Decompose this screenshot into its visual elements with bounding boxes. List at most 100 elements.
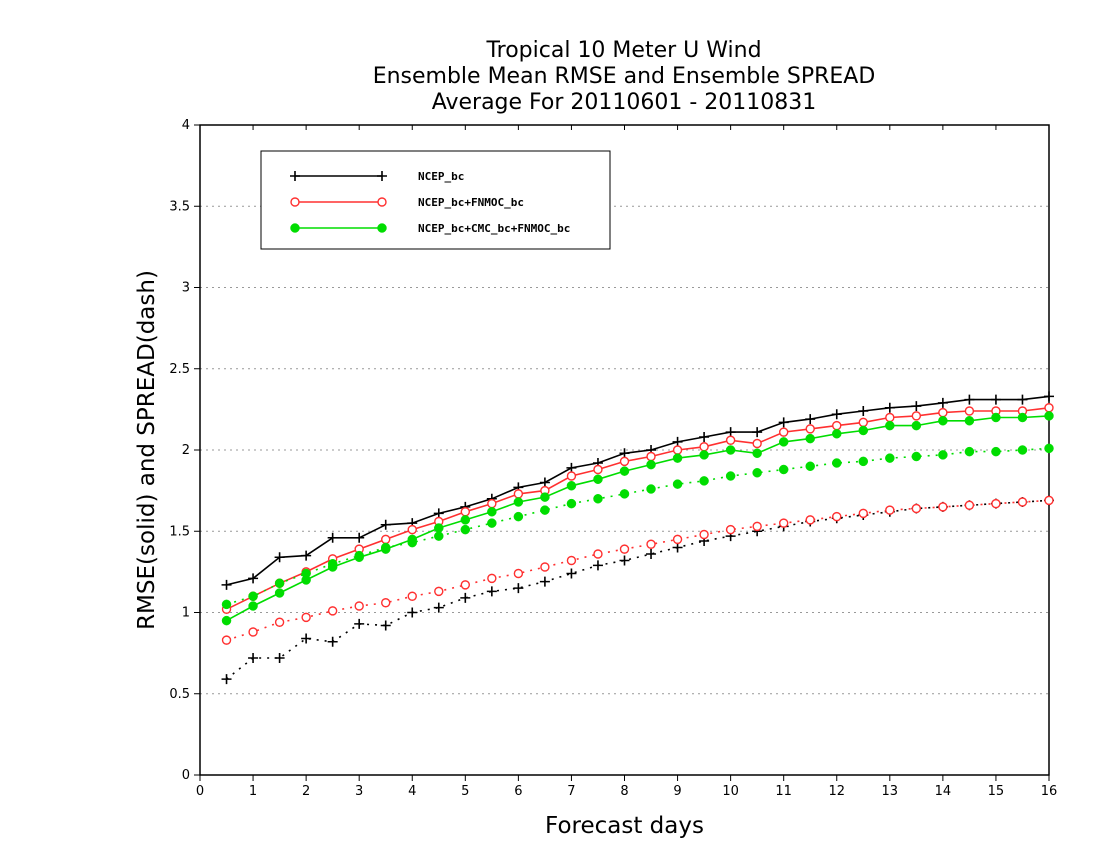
data-point-spread [327,606,338,616]
data-point-rmse [725,427,736,438]
data-point-spread [752,468,762,478]
data-point-rmse [938,407,948,418]
data-point-rmse [1044,391,1054,402]
data-point-rmse [805,414,816,425]
data-point-rmse [434,523,444,533]
y-tick-label: 1 [182,606,190,621]
data-point-spread [832,511,842,522]
data-point-rmse [407,524,417,535]
data-point-rmse [858,417,868,428]
legend-label: NCEP_bc+CMC_bc+FNMOC_bc [418,222,570,235]
legend-label: NCEP_bc+FNMOC_bc [418,196,524,209]
data-point-spread [911,451,922,462]
data-point-spread [513,511,524,522]
x-tick-label: 1 [249,784,257,799]
data-point-spread [725,471,736,481]
legend-marker [377,171,387,181]
data-point-spread [646,539,656,549]
data-point-rmse [274,588,285,598]
x-tick-label: 7 [567,784,575,799]
data-point-rmse [752,448,762,458]
chart-title-line-2: Ensemble Mean RMSE and Ensemble SPREAD [372,64,876,89]
data-point-rmse [699,442,709,452]
data-point-rmse [805,424,815,434]
data-point-spread [938,450,948,460]
x-tick-label: 14 [935,784,952,799]
data-point-spread [540,562,550,572]
data-point-spread [1017,497,1028,507]
data-point-spread [991,446,1001,457]
data-point-rmse [805,433,815,444]
data-point-rmse [248,601,258,611]
data-point-spread [593,494,603,504]
axis-ticks: 00.511.522.533.540 1 2 3 4 5 6 7 8 9 10 11 12 13 14 15 1… [169,118,1057,799]
x-tick-label: 11 [775,784,792,799]
data-point-spread [593,549,603,559]
data-point-rmse [778,437,789,447]
data-point-spread [885,453,895,463]
data-point-spread [327,636,338,647]
x-tick-label: 6 [514,784,522,799]
data-point-rmse [911,420,922,431]
data-point-rmse [274,552,285,563]
data-point-rmse [646,459,656,470]
series-2-rmse [221,411,1054,626]
data-point-spread [858,508,868,519]
series-line-spread [226,447,1050,606]
y-tick-label: 2.5 [169,362,190,377]
series-line-spread [226,499,1050,680]
data-point-rmse [885,420,895,431]
data-point-rmse [460,515,471,525]
data-point-rmse [380,544,391,554]
data-point-rmse [354,552,364,562]
data-point-spread [301,633,312,644]
data-point-spread [274,653,285,663]
data-point-rmse [566,462,577,473]
data-point-rmse [593,464,603,475]
data-point-rmse [964,406,975,416]
data-point-spread [407,591,417,601]
data-point-rmse [327,532,338,543]
data-point-rmse [964,394,975,405]
data-point-rmse [221,615,232,626]
data-point-spread [221,674,232,685]
data-point-spread [646,484,656,494]
data-point-spread [858,456,869,467]
x-axis-label: Forecast days [545,813,704,839]
data-point-rmse [832,420,842,431]
series-1-spread [221,495,1054,645]
data-point-spread [354,601,364,611]
data-point-spread [964,500,975,510]
data-point-rmse [540,492,550,502]
data-point-spread [460,580,471,590]
data-point-rmse [301,575,311,585]
legend-box [260,150,611,250]
legend-marker [290,171,300,181]
data-point-rmse [593,474,603,484]
data-point-spread [991,498,1001,509]
data-point-spread [434,586,444,597]
data-point-rmse [539,477,550,488]
data-point-rmse [354,532,365,543]
y-tick-label: 0 [182,768,190,783]
data-point-spread [248,627,258,637]
data-point-spread [619,544,630,554]
x-tick-label: 8 [620,784,628,799]
data-point-rmse [858,406,869,416]
data-point-rmse [964,416,975,426]
data-point-rmse [619,456,630,467]
data-point-rmse [487,498,497,509]
data-point-spread [672,534,683,545]
y-tick-label: 1.5 [169,524,190,539]
y-tick-label: 2 [182,443,190,458]
data-point-rmse [646,451,656,462]
x-tick-label: 0 [196,784,204,799]
data-point-spread [672,479,683,489]
data-point-spread [1044,495,1054,506]
data-point-spread [646,549,657,559]
x-tick-label: 2 [302,784,310,799]
data-point-rmse [619,448,630,459]
data-point-rmse [380,519,391,530]
data-point-spread [832,458,842,468]
